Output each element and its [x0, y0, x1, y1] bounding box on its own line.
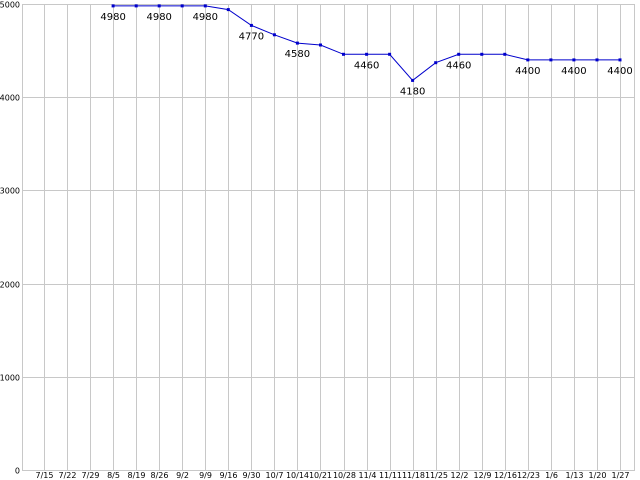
data-point — [457, 52, 461, 56]
x-tick-label: 1/27 — [612, 471, 630, 480]
data-point — [503, 52, 507, 56]
data-point — [572, 58, 576, 62]
x-tick-label: 11/25 — [425, 471, 448, 480]
x-tick-label: 1/20 — [589, 471, 607, 480]
data-point — [295, 41, 299, 45]
x-tick-label: 10/7 — [266, 471, 284, 480]
x-tick-label: 11/18 — [402, 471, 425, 480]
plot-border — [22, 4, 635, 471]
x-tick-label: 8/5 — [107, 471, 120, 480]
x-tick-label: 8/19 — [128, 471, 146, 480]
data-label: 4460 — [446, 60, 471, 71]
x-tick-label: 8/26 — [151, 471, 169, 480]
data-point — [134, 4, 138, 8]
data-point — [434, 61, 438, 65]
x-tick-label: 12/16 — [494, 471, 517, 480]
x-tick-label: 1/6 — [545, 471, 558, 480]
x-tick-label: 10/14 — [286, 471, 309, 480]
data-point — [226, 8, 230, 12]
x-tick-label: 12/23 — [517, 471, 540, 480]
x-tick-label: 7/29 — [82, 471, 100, 480]
y-tick-label: 3000 — [0, 187, 20, 196]
x-tick-label: 7/15 — [36, 471, 54, 480]
x-tick-label: 9/2 — [176, 471, 189, 480]
data-label: 4460 — [354, 60, 379, 71]
data-label: 4980 — [146, 12, 171, 23]
x-tick-label: 7/22 — [59, 471, 77, 480]
data-labels-layer: 4980 4980 4980 4770 4580 4460 4180 4460 4400 4400… — [100, 12, 632, 98]
data-point — [249, 23, 253, 27]
x-tick-label: 9/9 — [199, 471, 212, 480]
y-tick-label: 4000 — [0, 94, 20, 103]
data-label: 4400 — [607, 66, 632, 77]
y-tick-label: 1000 — [0, 374, 20, 383]
y-tick-label: 5000 — [0, 1, 20, 10]
data-point — [480, 52, 484, 56]
data-label: 4400 — [515, 66, 540, 77]
grid-layer — [22, 4, 635, 471]
y-tick-label: 0 — [15, 467, 20, 476]
x-tick-label: 11/4 — [359, 471, 377, 480]
data-point — [618, 58, 622, 62]
data-label: 4980 — [100, 12, 125, 23]
x-tick-label: 9/16 — [220, 471, 238, 480]
x-tick-label: 10/28 — [333, 471, 356, 480]
y-tick-label: 2000 — [0, 281, 20, 290]
data-point — [203, 4, 207, 8]
data-label: 4770 — [239, 31, 264, 42]
data-label: 4980 — [193, 12, 218, 23]
data-label: 4400 — [561, 66, 586, 77]
x-tick-label: 12/9 — [474, 471, 492, 480]
data-point — [549, 58, 553, 62]
x-tick-label: 10/21 — [309, 471, 332, 480]
data-point — [526, 58, 530, 62]
data-point — [157, 4, 161, 8]
x-tick-label: 12/2 — [451, 471, 469, 480]
data-point — [365, 52, 369, 56]
data-point — [111, 4, 115, 8]
data-point — [411, 78, 415, 82]
x-tick-label: 1/13 — [566, 471, 584, 480]
data-point — [595, 58, 599, 62]
data-points-layer — [111, 4, 622, 82]
data-point — [388, 52, 392, 56]
x-tick-label: 9/30 — [243, 471, 261, 480]
data-point — [180, 4, 184, 8]
data-point — [272, 33, 276, 37]
data-point — [342, 52, 345, 56]
data-label: 4180 — [400, 86, 425, 97]
data-label: 4580 — [285, 49, 310, 60]
data-point — [319, 43, 322, 47]
x-tick-label: 11/11 — [379, 471, 402, 480]
